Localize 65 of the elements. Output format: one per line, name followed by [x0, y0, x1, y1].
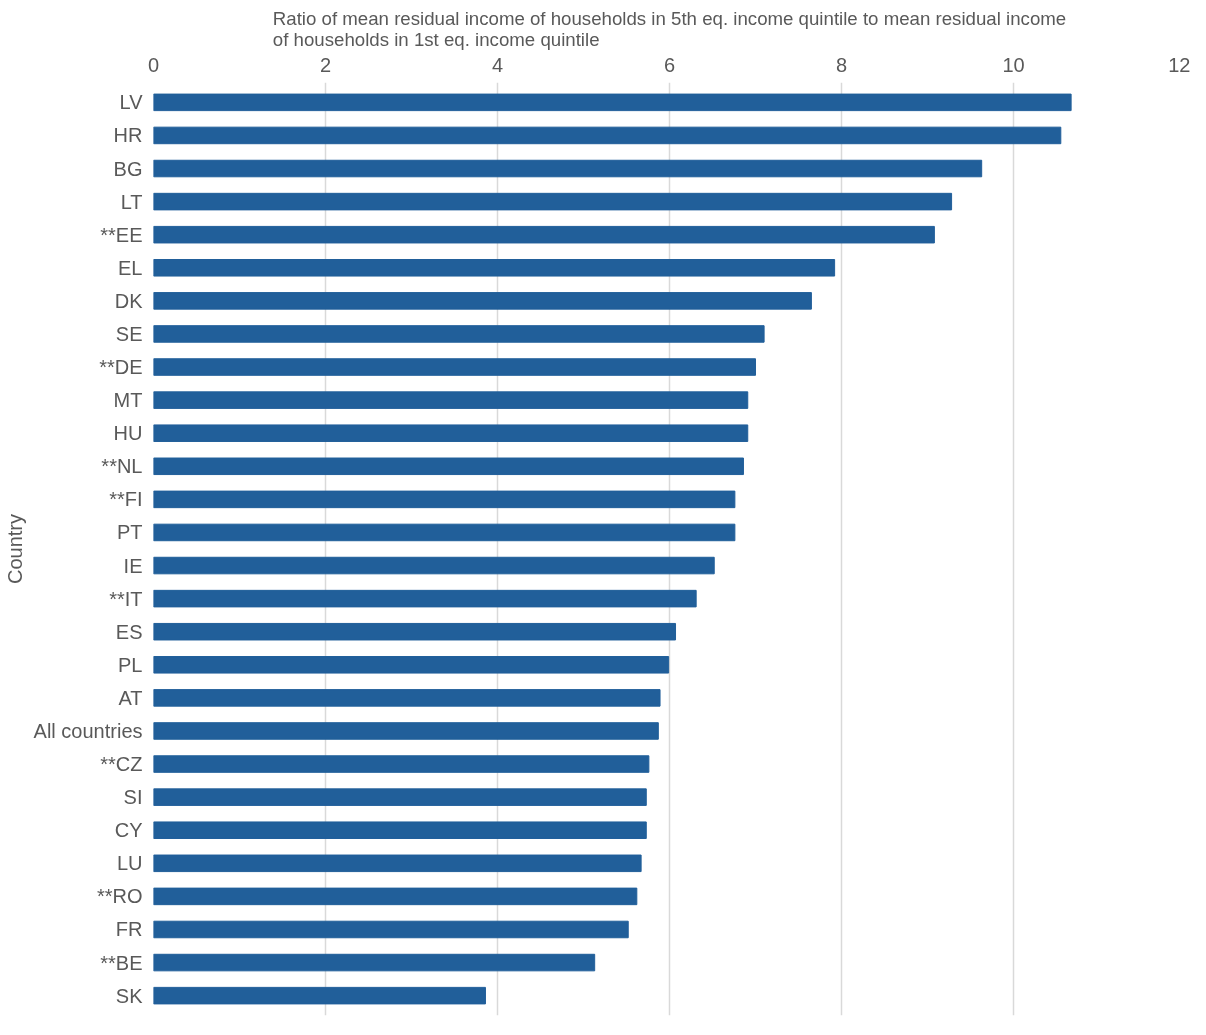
y-tick-label: **DE: [99, 356, 143, 379]
y-tick-label: LU: [116, 852, 143, 875]
bar: [153, 292, 812, 310]
bar: [153, 755, 650, 773]
bar: [153, 159, 983, 178]
y-tick-label: **FI: [109, 488, 143, 511]
y-tick-label: **BE: [100, 951, 143, 974]
y-tick-label: **CZ: [100, 753, 143, 776]
y-tick-label: HR: [113, 124, 143, 147]
y-tick-label: PT: [116, 521, 143, 544]
bar: [153, 656, 670, 674]
x-tick-label: 4: [491, 53, 504, 76]
x-tick-label: 6: [663, 53, 676, 76]
y-tick-label: DK: [114, 289, 144, 312]
bar: [153, 358, 756, 376]
bar: [153, 325, 765, 343]
bar: [153, 192, 953, 211]
bar: [153, 225, 935, 244]
bar: [153, 589, 697, 608]
bar: [153, 93, 1072, 112]
bar: [153, 689, 661, 707]
x-tick-label: 10: [1002, 53, 1025, 76]
bar: [153, 457, 744, 476]
bar: [153, 126, 1062, 145]
y-tick-label: **EE: [100, 223, 143, 246]
y-tick-label: SK: [115, 984, 144, 1007]
y-tick-label: LT: [120, 190, 143, 213]
bar: [153, 887, 638, 906]
bar: [153, 622, 677, 641]
bar: [153, 523, 736, 542]
bar: [153, 424, 749, 442]
y-axis-title: Country: [3, 513, 26, 585]
y-tick-label: IE: [123, 554, 143, 577]
x-tick-label: 8: [835, 53, 848, 76]
bar: [153, 821, 647, 839]
x-tick-label: 2: [319, 53, 332, 76]
y-tick-label: PL: [118, 653, 143, 676]
bar: [153, 722, 659, 740]
y-tick-label: CY: [114, 819, 143, 842]
bar: [153, 920, 629, 939]
y-tick-label: SI: [123, 786, 143, 809]
y-tick-label: MT: [113, 389, 143, 412]
y-tick-label: **RO: [96, 885, 143, 908]
y-tick-label: FR: [115, 918, 143, 941]
y-tick-label: AT: [118, 686, 143, 709]
y-tick-label: EL: [118, 256, 143, 279]
y-tick-label: **NL: [101, 455, 143, 478]
x-tick-label: 12: [1168, 53, 1191, 76]
bar: [153, 788, 647, 806]
y-tick-label: **IT: [109, 587, 143, 610]
bar: [153, 490, 736, 509]
y-tick-label: LV: [119, 91, 144, 114]
bar: [153, 259, 836, 277]
y-tick-label: HU: [113, 422, 143, 445]
bar: [153, 986, 486, 1005]
y-tick-label: ES: [115, 620, 143, 643]
bar: [153, 391, 749, 409]
bar: [153, 854, 642, 873]
bar: [153, 953, 596, 972]
y-tick-label: SE: [115, 322, 143, 345]
y-tick-label: All countries: [33, 719, 143, 742]
bar: [153, 556, 715, 575]
chart-title: Ratio of mean residual income of households in 5th eq. income quintile to mean residual income of households in 1st eq. income quintile: [272, 7, 1067, 50]
x-tick-label: 0: [147, 53, 160, 76]
y-tick-label: BG: [113, 157, 143, 180]
